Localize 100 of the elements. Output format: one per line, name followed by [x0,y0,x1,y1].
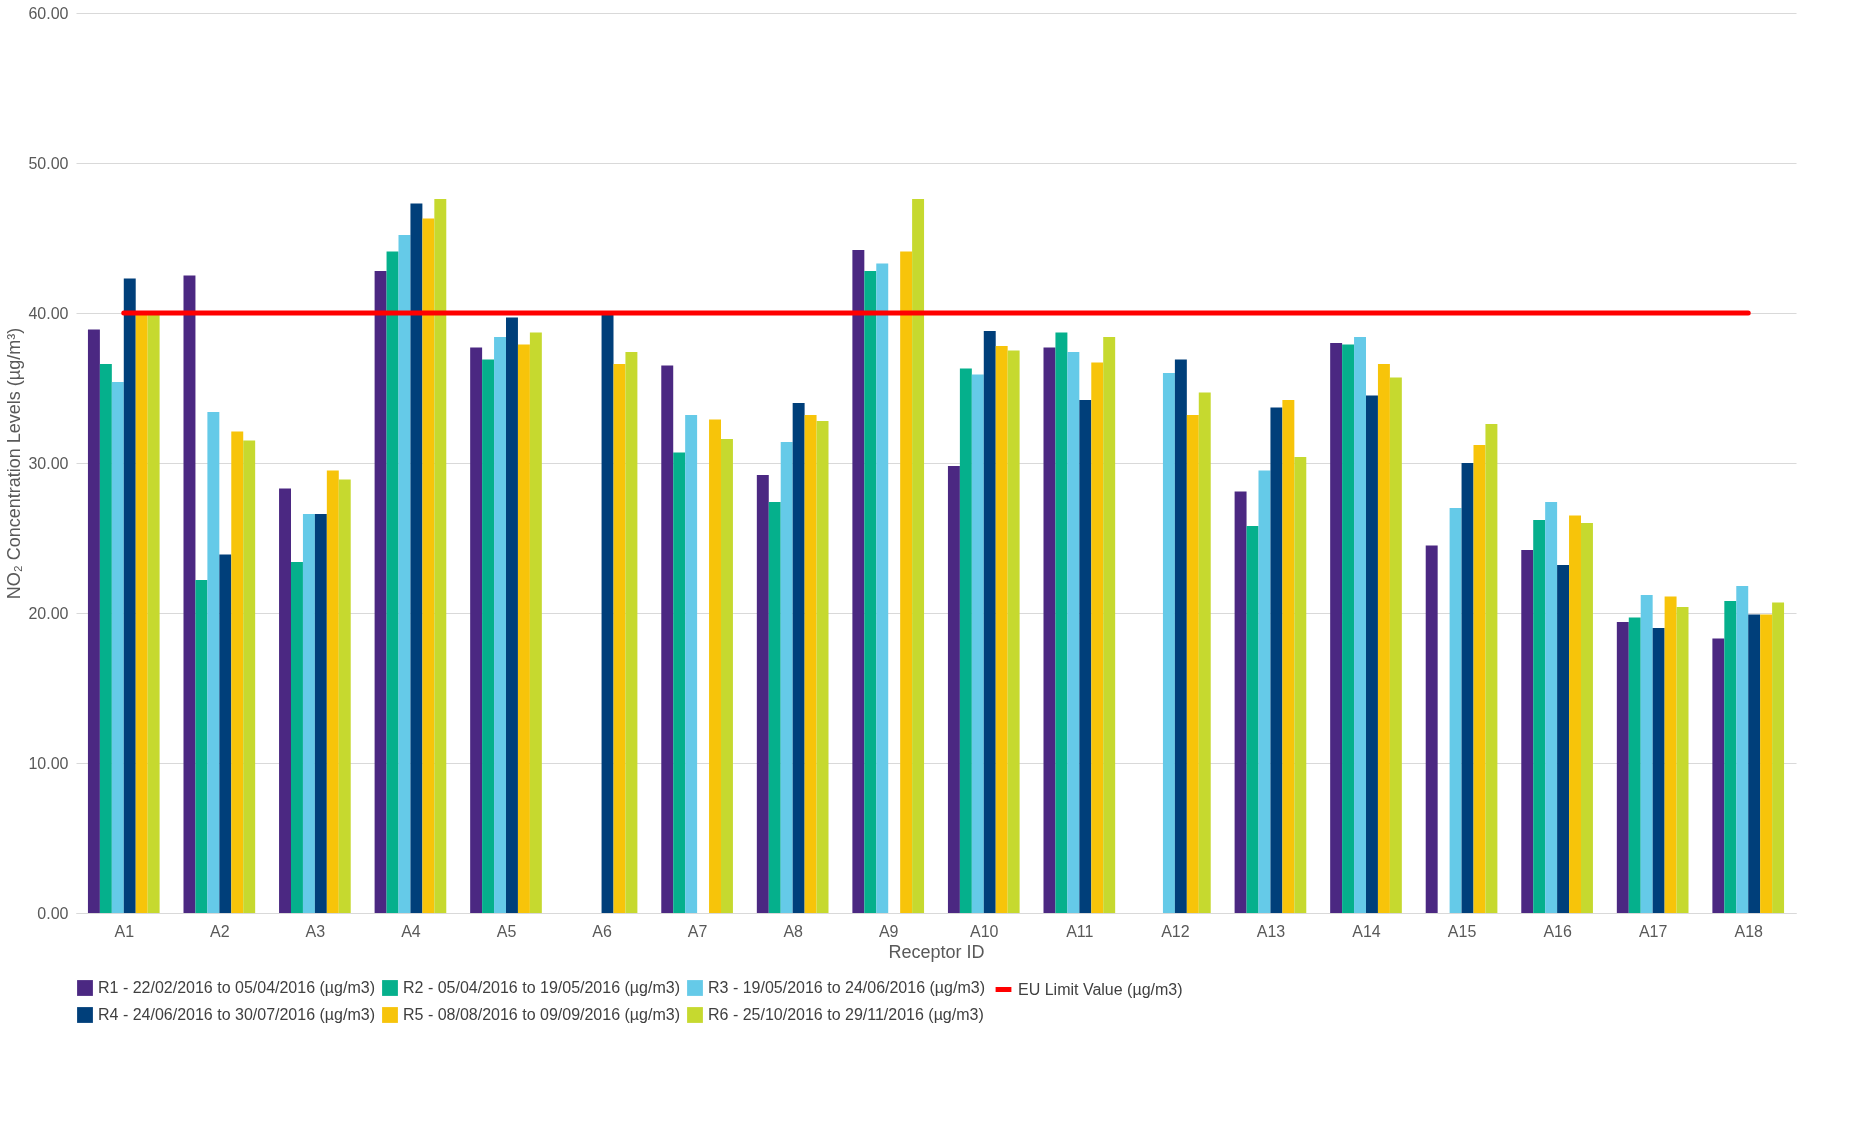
bar [1007,350,1020,913]
bar [1724,601,1737,913]
bar [1545,502,1558,913]
bar [1174,359,1187,913]
legend-label: R1 - 22/02/2016 to 05/04/2016 (µg/m3) [98,979,375,996]
bar [326,470,339,913]
bar [1067,352,1080,913]
bar [1664,596,1677,913]
bar [207,412,220,913]
x-tick-label: A10 [970,922,999,940]
bar [314,514,327,913]
bar [123,278,136,913]
bar [971,374,984,913]
bar [1473,445,1486,913]
bar [374,271,387,913]
bar [1772,602,1785,913]
bar [1270,407,1283,913]
x-tick-label: A16 [1543,922,1572,940]
bar [661,365,674,913]
bar [1581,523,1593,913]
bar [1055,332,1068,913]
bar [1079,400,1092,913]
bar [1748,614,1761,913]
bar [1628,617,1641,913]
bar [673,452,686,913]
bar [422,218,435,913]
bar [243,440,256,913]
bar [1485,424,1498,913]
bar [1712,638,1725,913]
x-tick-label: A18 [1734,922,1764,940]
x-tick-label: A13 [1256,922,1286,940]
x-tick-label: A8 [783,922,804,940]
bar [1330,343,1343,913]
bar [1162,373,1175,913]
bar [1676,607,1689,913]
bar [625,352,638,913]
bar [1258,470,1271,913]
bar [219,554,232,913]
legend-label: R3 - 19/05/2016 to 24/06/2016 (µg/m3) [708,979,985,996]
bar [1091,362,1104,913]
bar [1282,400,1295,913]
x-tick-label: A5 [496,922,517,940]
bar [900,251,913,913]
bar [685,415,698,913]
bar [1521,550,1534,913]
bar [1533,520,1546,913]
x-tick-label: A7 [687,922,708,940]
bar [995,346,1008,913]
bar [1043,347,1056,913]
legend-label: R4 - 24/06/2016 to 30/07/2016 (µg/m3) [98,1006,375,1023]
bar [983,331,996,913]
bar [876,263,889,913]
bar [398,235,411,913]
bar [147,313,160,913]
bar [1760,614,1773,913]
x-tick-label: A12 [1161,922,1190,940]
bar [1389,377,1402,913]
y-tick-label: 50.00 [28,154,69,172]
bar [721,439,733,913]
bar [1234,491,1247,913]
bar [482,359,495,913]
bar [959,368,972,913]
x-tick-label: A17 [1638,922,1668,940]
bar [804,415,817,913]
bar [1366,395,1378,913]
bar [99,364,112,913]
bar [1425,545,1438,913]
bar [1354,337,1366,913]
y-axis-title: NO₂ Concentration Levels (µg/m³) [4,327,25,600]
legend-label: R2 - 05/04/2016 to 19/05/2016 (µg/m3) [403,979,680,996]
bar [864,271,877,913]
x-tick-label: A3 [305,922,326,940]
y-tick-label: 0.00 [37,904,69,922]
x-tick-label: A6 [592,922,612,940]
bar [470,347,483,913]
bar [183,275,196,913]
bar [816,421,829,913]
y-tick-label: 60.00 [28,4,69,22]
bar [947,466,960,913]
bar [291,562,303,913]
bar [1557,565,1570,913]
bar [768,502,781,913]
bar [1198,392,1211,913]
x-tick-label: A11 [1066,922,1094,940]
y-tick-label: 40.00 [28,304,69,322]
bar [434,199,447,913]
bar [529,332,542,913]
bar [517,344,530,913]
bar [1186,415,1199,913]
bar [135,313,148,913]
bar [912,199,925,913]
bar [1246,526,1259,913]
bar [410,203,423,913]
x-tick-label: A15 [1447,922,1477,940]
bar [231,431,244,913]
x-axis-title: Receptor ID [888,941,985,962]
x-tick-label: A4 [401,922,421,940]
bar [1569,515,1581,913]
bar [338,479,351,913]
bar [386,251,399,913]
